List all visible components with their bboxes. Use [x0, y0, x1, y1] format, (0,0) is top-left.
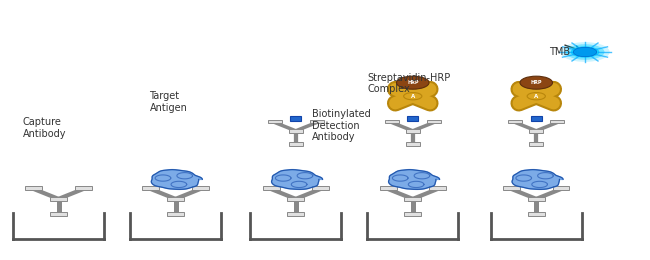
Text: A: A	[411, 94, 415, 99]
Bar	[503, 186, 520, 190]
Bar	[550, 120, 564, 123]
Bar	[287, 212, 304, 216]
Bar	[429, 186, 446, 190]
Circle shape	[573, 47, 597, 57]
Bar	[263, 186, 280, 190]
Text: Streptavidin-HRP
Complex: Streptavidin-HRP Complex	[367, 73, 450, 94]
Bar	[508, 120, 523, 123]
Bar	[289, 129, 303, 133]
Text: TMB: TMB	[549, 47, 571, 57]
Polygon shape	[272, 170, 322, 189]
Bar	[75, 186, 92, 190]
Bar	[385, 120, 399, 123]
Bar	[404, 197, 421, 201]
Bar	[309, 120, 324, 123]
Bar	[406, 129, 420, 133]
Polygon shape	[389, 170, 439, 189]
Bar	[528, 212, 545, 216]
Bar	[268, 120, 282, 123]
Bar	[552, 186, 569, 190]
Bar	[167, 197, 184, 201]
Bar	[529, 142, 543, 146]
Circle shape	[571, 46, 599, 58]
Circle shape	[560, 42, 610, 62]
Text: Capture
Antibody: Capture Antibody	[23, 117, 66, 139]
Bar	[287, 197, 304, 201]
Bar	[50, 197, 67, 201]
Text: HRP: HRP	[530, 80, 542, 85]
Bar	[380, 186, 396, 190]
Bar	[50, 212, 67, 216]
Bar	[289, 142, 303, 146]
Bar	[404, 212, 421, 216]
Bar	[312, 186, 329, 190]
Bar	[192, 186, 209, 190]
Bar	[528, 197, 545, 201]
Circle shape	[520, 76, 552, 89]
Text: A: A	[534, 94, 538, 99]
Circle shape	[396, 76, 429, 89]
Text: HRP: HRP	[407, 80, 419, 85]
Bar	[25, 186, 42, 190]
Text: Target
Antigen: Target Antigen	[150, 91, 187, 113]
Circle shape	[527, 93, 545, 100]
Bar	[142, 186, 159, 190]
Bar	[167, 212, 184, 216]
Bar	[406, 142, 420, 146]
Polygon shape	[512, 170, 563, 189]
Bar	[529, 129, 543, 133]
Text: Biotinylated
Detection
Antibody: Biotinylated Detection Antibody	[312, 109, 370, 142]
Circle shape	[404, 93, 422, 100]
Bar	[426, 120, 441, 123]
Circle shape	[566, 44, 604, 60]
Polygon shape	[151, 170, 202, 189]
